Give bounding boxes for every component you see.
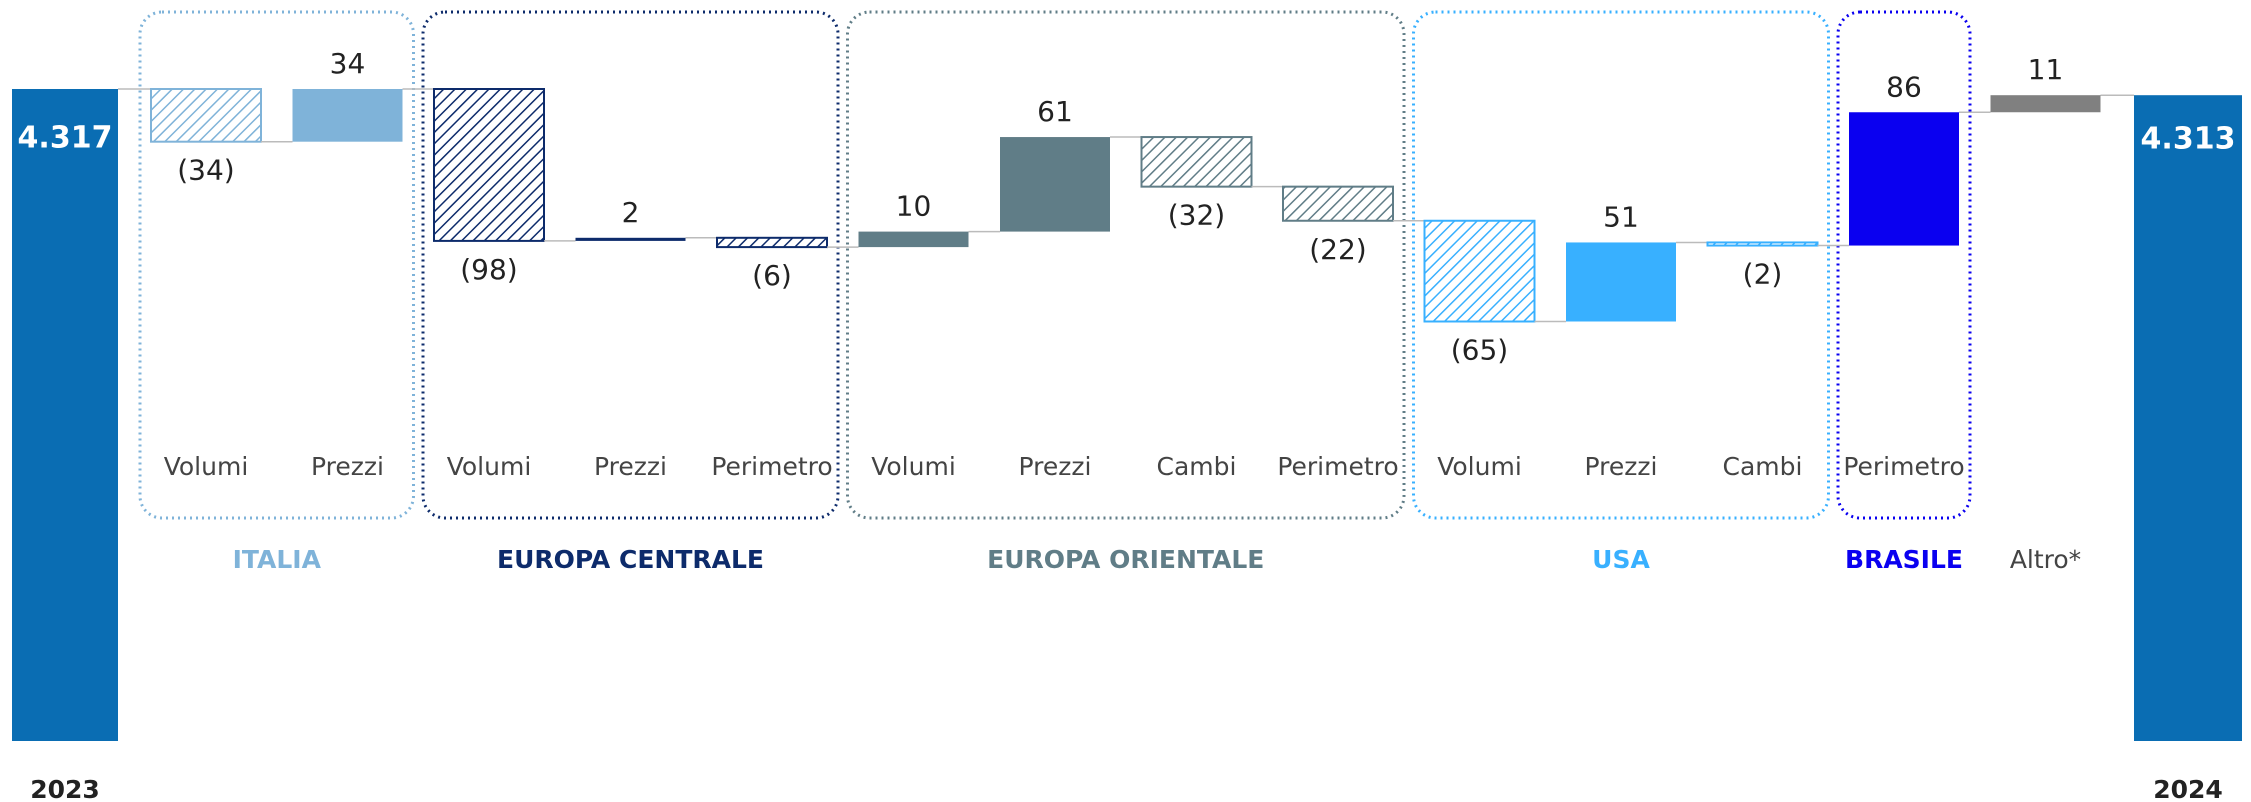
group-box <box>1412 10 1830 520</box>
category-label: Prezzi <box>594 452 667 481</box>
group-box <box>421 10 840 520</box>
value-label: (2) <box>1743 258 1783 291</box>
category-label: Volumi <box>447 452 532 481</box>
value-label: 10 <box>896 190 932 223</box>
step-bar <box>1849 112 1959 246</box>
value-label: (22) <box>1309 233 1366 266</box>
total-label: 4.317 <box>18 121 113 156</box>
category-label: Cambi <box>1723 452 1803 481</box>
step-bar <box>1000 137 1110 232</box>
value-label: 51 <box>1603 200 1639 233</box>
group-label: EUROPA CENTRALE <box>497 545 764 574</box>
step-bar <box>1140 136 1253 188</box>
step-bar <box>1706 241 1819 247</box>
group-label: EUROPA ORIENTALE <box>987 545 1264 574</box>
step-bar <box>1566 242 1676 322</box>
step-bar <box>1990 95 2101 113</box>
step-bar <box>1282 185 1394 222</box>
value-label: 86 <box>1886 70 1922 103</box>
value-label: (32) <box>1168 199 1225 232</box>
step-bar <box>1423 219 1536 323</box>
step-bar <box>292 89 403 142</box>
year-label: 2024 <box>2153 775 2223 802</box>
total-bar <box>12 89 118 741</box>
group-label: USA <box>1592 545 1650 574</box>
group-label: Altro* <box>2010 545 2081 574</box>
category-label: Prezzi <box>311 452 384 481</box>
total-label: 4.313 <box>2141 122 2236 157</box>
group-label: BRASILE <box>1845 545 1963 574</box>
category-label: Prezzi <box>1019 452 1092 481</box>
group-box <box>1836 10 1972 520</box>
value-label: 34 <box>330 47 366 80</box>
value-label: (65) <box>1451 334 1508 367</box>
step-bar <box>858 231 969 248</box>
value-label: 61 <box>1037 95 1073 128</box>
value-label: (6) <box>752 259 792 292</box>
value-label: (98) <box>460 253 517 286</box>
category-label: Perimetro <box>1277 452 1398 481</box>
step-bar <box>433 88 545 242</box>
value-label: 2 <box>622 196 640 229</box>
year-label: 2023 <box>30 775 100 802</box>
category-label: Perimetro <box>1843 452 1964 481</box>
step-bar <box>716 236 828 249</box>
category-label: Prezzi <box>1585 452 1658 481</box>
category-label: Volumi <box>164 452 249 481</box>
total-bar <box>2134 95 2242 741</box>
category-label: Cambi <box>1157 452 1237 481</box>
step-bar <box>575 237 686 241</box>
category-label: Perimetro <box>711 452 832 481</box>
category-label: Volumi <box>1437 452 1522 481</box>
step-bar <box>150 88 262 143</box>
value-label: 11 <box>2028 53 2064 86</box>
category-label: Volumi <box>871 452 956 481</box>
group-label: ITALIA <box>233 545 322 574</box>
value-label: (34) <box>177 154 234 187</box>
group-box <box>138 10 415 520</box>
